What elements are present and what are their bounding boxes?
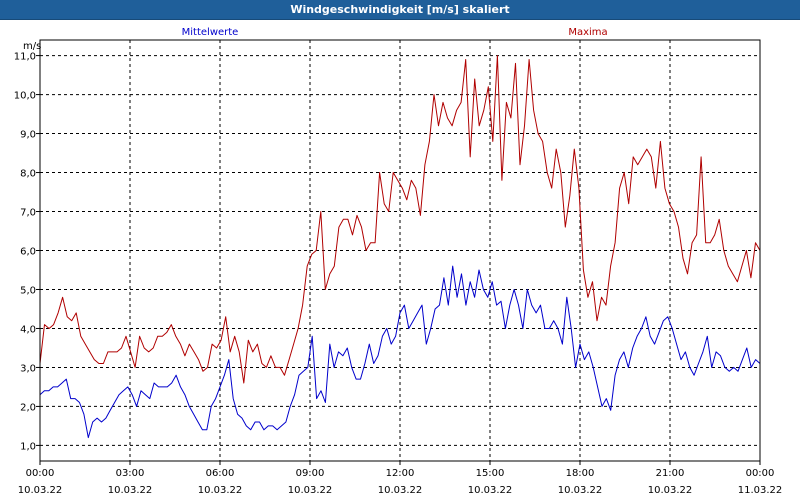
y-tick-label: 9,0 <box>20 130 36 141</box>
y-tick-label: 10,0 <box>14 91 36 102</box>
x-tick-date-label: 10.03.22 <box>468 485 513 496</box>
x-tick-date-label: 10.03.22 <box>558 485 603 496</box>
y-tick-label: 11,0 <box>14 52 36 63</box>
series-line-maxima <box>39 55 761 384</box>
y-axis-unit-label: m/s <box>23 41 41 52</box>
x-tick-time-label: 00:00 <box>746 468 775 479</box>
x-tick-time-label: 03:00 <box>116 468 145 479</box>
y-tick-label: 5,0 <box>20 285 36 296</box>
y-tick-label: 8,0 <box>20 169 36 180</box>
x-tick-time-label: 00:00 <box>26 468 55 479</box>
x-tick-date-label: 10.03.22 <box>648 485 693 496</box>
x-axis-ticks: 00:00 10.03.22 03:00 10.03.22 06:00 10.03.22 0… <box>18 461 783 496</box>
x-tick-time-label: 06:00 <box>206 468 235 479</box>
x-tick-date-label: 10.03.22 <box>108 485 153 496</box>
y-tick-label: 4,0 <box>20 324 36 335</box>
y-tick-label: 2,0 <box>20 402 36 413</box>
x-tick-time-label: 12:00 <box>386 468 415 479</box>
x-tick-date-label: 10.03.22 <box>18 485 63 496</box>
grid-lines <box>40 40 760 461</box>
x-tick-date-label: 10.03.22 <box>378 485 423 496</box>
y-tick-label: 6,0 <box>20 247 36 258</box>
x-tick-time-label: 18:00 <box>566 468 595 479</box>
x-tick-time-label: 21:00 <box>656 468 685 479</box>
y-axis-ticks: 1,0 2,0 3,0 4,0 5,0 6,0 7,0 8,0 9,0 10,0 11,0 <box>14 52 40 452</box>
y-tick-label: 7,0 <box>20 208 36 219</box>
x-tick-date-label: 10.03.22 <box>288 485 333 496</box>
wind-speed-chart: m/s Mittelwerte Maxima 1,0 2,0 3,0 4,0 5,0 6,… <box>14 27 783 496</box>
chart-area: m/s Mittelwerte Maxima 1,0 2,0 3,0 4,0 5,0 6,… <box>0 20 800 500</box>
y-tick-label: 1,0 <box>20 441 36 452</box>
x-tick-date-label: 11.03.22 <box>738 485 783 496</box>
x-tick-date-label: 10.03.22 <box>198 485 243 496</box>
x-tick-time-label: 09:00 <box>296 468 325 479</box>
x-tick-time-label: 15:00 <box>476 468 505 479</box>
legend-maxima: Maxima <box>568 27 607 38</box>
plot-frame <box>39 39 761 462</box>
series-lines <box>39 55 761 439</box>
window-title: Windgeschwindigkeit [m/s] skaliert <box>0 0 800 20</box>
y-tick-label: 3,0 <box>20 363 36 374</box>
legend-mittelwerte: Mittelwerte <box>182 27 239 38</box>
series-line-mittelwerte <box>39 265 761 439</box>
